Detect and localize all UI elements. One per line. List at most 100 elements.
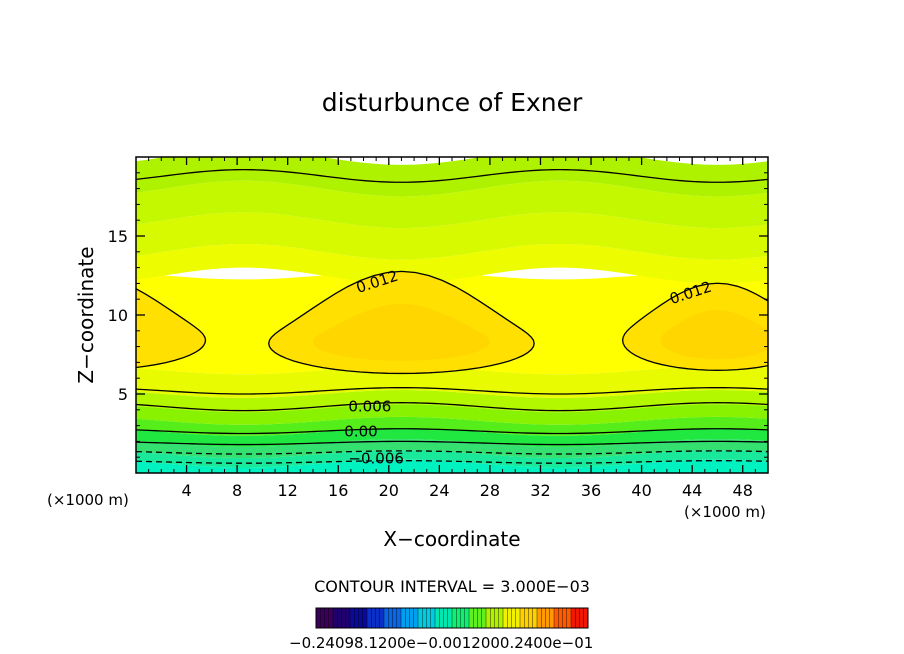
contour-line-0.009 — [136, 387, 768, 395]
fill-band-7 — [136, 366, 768, 398]
colorbar-cell — [362, 608, 368, 628]
x-tick-label: 28 — [480, 481, 500, 500]
colorbar-cell — [439, 608, 444, 628]
colorbar-cell — [566, 608, 572, 628]
colorbar-cell — [388, 608, 393, 628]
x-tick-label: 4 — [181, 481, 191, 500]
fill-band-11 — [136, 180, 768, 229]
colorbar-cell — [520, 608, 525, 628]
colorbar-cell — [486, 608, 491, 628]
fill-band-6 — [136, 390, 768, 413]
colorbar-cell — [554, 608, 559, 628]
fill-band-5 — [136, 404, 768, 425]
contour-line-0.00 — [136, 440, 768, 446]
colorbar-cell — [481, 608, 487, 628]
colorbar-cell — [545, 608, 551, 628]
colorbar-cell — [405, 608, 410, 628]
contour-interval-text: CONTOUR INTERVAL = 3.000E−03 — [314, 577, 590, 596]
colorbar-cell — [477, 608, 483, 628]
colorbar-cell — [324, 608, 330, 628]
colorbar-cell — [515, 608, 521, 628]
x-tick-label: 16 — [328, 481, 348, 500]
colorbar-cell — [401, 608, 406, 628]
x-tick-label: 44 — [682, 481, 702, 500]
colorbar-cell — [333, 608, 338, 628]
fill-band-9 — [136, 243, 768, 284]
colorbar-cell — [532, 608, 538, 628]
contour-line-neg-0.006 — [136, 460, 768, 464]
y-tick-label: 5 — [118, 385, 128, 404]
colorbar-cell — [571, 608, 576, 628]
y-tick-label: 10 — [108, 306, 128, 325]
colorbar-cell — [498, 608, 504, 628]
colorbar-cell — [418, 608, 423, 628]
contour-label-2: 0.006 — [348, 397, 391, 415]
x-tick-label: 8 — [232, 481, 242, 500]
colorbar-cell — [464, 608, 470, 628]
colorbar-cell — [354, 608, 359, 628]
colorbar-cell — [341, 608, 347, 628]
x-tick-label: 40 — [631, 481, 651, 500]
colorbar-cell — [494, 608, 500, 628]
colorbar-cell — [528, 608, 534, 628]
colorbar-cell — [507, 608, 512, 628]
y-axis-label: Z−coordinate — [74, 246, 98, 383]
contour-label-4: −0.006 — [348, 450, 404, 468]
colorbar-cell — [337, 608, 342, 628]
fill-band-4 — [136, 416, 768, 436]
colorbar-cell — [375, 608, 381, 628]
x-tick-label: 24 — [429, 481, 449, 500]
x-tick-label: 32 — [530, 481, 550, 500]
colorbar-cell — [460, 608, 466, 628]
colorbar-cell — [524, 608, 529, 628]
colorbar-cell — [443, 608, 449, 628]
colorbar-cell — [447, 608, 453, 628]
x-unit-right: (×1000 m) — [684, 503, 766, 521]
colorbar-cell — [409, 608, 415, 628]
fill-band-3 — [136, 427, 768, 447]
colorbar-labels: −0.24098.1200e−0.0012000.2400e−01 — [289, 634, 593, 652]
warm-cores — [136, 271, 768, 374]
colorbar-cell — [384, 608, 389, 628]
warm-core-right-inner — [660, 309, 768, 360]
colorbar-cell — [490, 608, 495, 628]
warm-core-center-inner — [312, 303, 490, 361]
colorbar-cell — [575, 608, 580, 628]
colorbar-cell — [392, 608, 398, 628]
colorbar-cell — [503, 608, 508, 628]
colorbar-cell — [473, 608, 478, 628]
colorbar-cell — [413, 608, 419, 628]
colorbar-cell — [396, 608, 402, 628]
x-tick-label: 36 — [581, 481, 601, 500]
colorbar-cell — [371, 608, 376, 628]
x-tick-label: 20 — [379, 481, 399, 500]
x-axis-label: X−coordinate — [383, 527, 520, 551]
fill-band-12 — [136, 157, 768, 197]
colorbar-cell — [549, 608, 555, 628]
x-tick-label: 12 — [278, 481, 298, 500]
colorbar-cell — [558, 608, 563, 628]
contour-label-3: 0.00 — [344, 423, 377, 441]
contour-line-0.003 — [136, 428, 768, 435]
colorbar-cell — [511, 608, 517, 628]
colorbar-frame — [315, 607, 589, 629]
fill-band-10 — [136, 212, 768, 260]
colorbar-cell — [367, 608, 372, 628]
colorbar-cell — [320, 608, 325, 628]
colorbar-cell — [537, 608, 542, 628]
x-unit-left: (×1000 m) — [47, 491, 129, 509]
colorbar-cell — [452, 608, 457, 628]
contour-line-0.012-left — [136, 287, 207, 369]
colorbar-cell — [430, 608, 436, 628]
colorbar-cell — [358, 608, 364, 628]
colorbar-cell — [350, 608, 355, 628]
colorbar-cell — [328, 608, 334, 628]
colorbar-cell — [456, 608, 461, 628]
colorbar-cell — [541, 608, 546, 628]
colorbar-cell — [379, 608, 385, 628]
x-tick-label: 48 — [733, 481, 753, 500]
chart-title: disturbunce of Exner — [322, 88, 583, 117]
plot-area — [136, 157, 768, 473]
